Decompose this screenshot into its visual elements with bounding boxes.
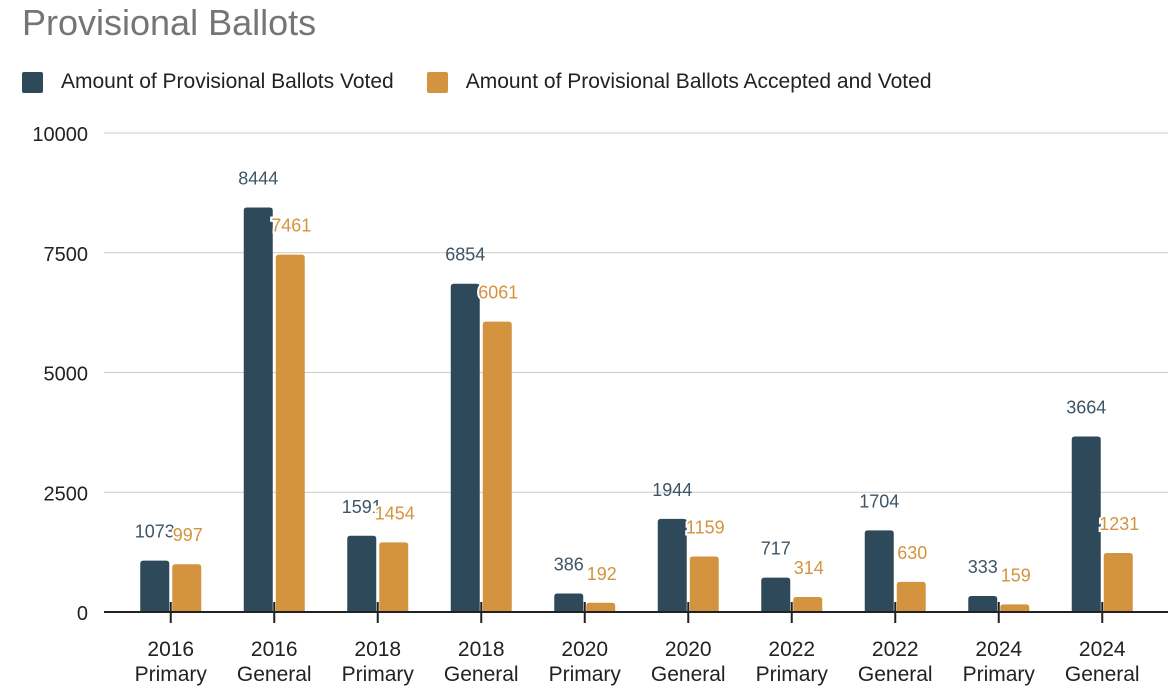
x-tick-label-year: 2016 [251,638,298,661]
x-tick-label-type: Primary [549,663,622,686]
value-label-voted: 717 [761,539,791,559]
value-label-accepted: 1159 [686,517,725,537]
bar-voted [347,535,377,612]
value-label-voted: 386 [554,555,584,575]
legend-swatch-accepted [426,71,448,93]
value-label-voted: 1704 [859,491,899,511]
x-tick-label-type: Primary [342,663,415,686]
y-tick-label: 5000 [44,364,89,386]
bar-voted [968,596,998,612]
x-tick-label-year: 2020 [665,638,712,661]
y-tick-label: 10000 [32,124,88,146]
bar-accepted [482,321,512,612]
y-tick-label: 2500 [44,483,89,505]
y-tick-label: 7500 [44,244,89,266]
value-label-accepted: 1231 [1099,514,1139,534]
value-label-voted: 8444 [238,169,278,189]
value-label-voted: 6854 [445,245,485,265]
bar-accepted [793,596,823,612]
bar-voted [761,577,791,612]
x-tick-label-type: Primary [135,663,208,686]
chart-title: Provisional Ballots [22,2,317,43]
x-tick-label-type: Primary [963,663,1036,686]
bar-voted [554,593,584,612]
x-tick-label-year: 2024 [1079,638,1126,661]
x-tick-label-year: 2022 [872,638,919,661]
value-label-accepted: 997 [173,525,203,545]
value-label-voted: 1073 [135,522,175,542]
value-label-accepted: 7461 [271,216,311,236]
bar-accepted [689,556,719,612]
bar-voted [657,518,687,612]
x-tick-label-year: 2018 [354,638,401,661]
bar-voted [1071,436,1101,612]
bar-accepted [275,254,305,612]
value-label-voted: 3664 [1066,397,1106,417]
bar-accepted [1000,604,1030,612]
x-tick-label-type: General [444,663,519,686]
x-tick-label-year: 2024 [975,638,1022,661]
x-tick-label-type: Primary [756,663,829,686]
legend-item-voted[interactable]: Amount of Provisional Ballots Voted [22,70,394,94]
value-label-voted: 1591 [342,497,382,517]
bar-accepted [172,564,202,612]
legend: Amount of Provisional Ballots Voted Amou… [22,70,965,94]
value-label-accepted: 630 [897,543,927,563]
bar-accepted [1103,553,1133,612]
x-tick-label-year: 2018 [458,638,505,661]
legend-label-voted: Amount of Provisional Ballots Voted [61,70,394,93]
value-label-accepted: 1454 [375,503,415,523]
value-label-accepted: 314 [794,558,824,578]
bar-voted [450,283,480,612]
x-tick-label-year: 2020 [561,638,608,661]
y-tick-label: 0 [77,603,88,625]
x-tick-label-type: General [858,663,933,686]
value-label-accepted: 192 [587,564,617,584]
bar-voted [243,207,273,612]
bar-accepted [586,602,616,612]
value-label-accepted: 159 [1001,565,1031,585]
value-label-voted: 333 [968,557,998,577]
legend-item-accepted[interactable]: Amount of Provisional Ballots Accepted a… [426,70,932,94]
x-tick-label-type: General [651,663,726,686]
x-tick-label-type: General [237,663,312,686]
x-tick-label-year: 2016 [147,638,194,661]
bar-voted [864,530,894,612]
legend-swatch-voted [22,71,43,93]
legend-label-accepted: Amount of Provisional Ballots Accepted a… [465,70,932,93]
x-tick-label-year: 2022 [768,638,815,661]
bar-voted [140,560,170,612]
value-label-accepted: 6061 [478,283,518,303]
bar-accepted [379,542,409,612]
x-tick-label-type: General [1065,663,1140,686]
value-label-voted: 1944 [652,480,692,500]
bar-accepted [896,581,926,612]
